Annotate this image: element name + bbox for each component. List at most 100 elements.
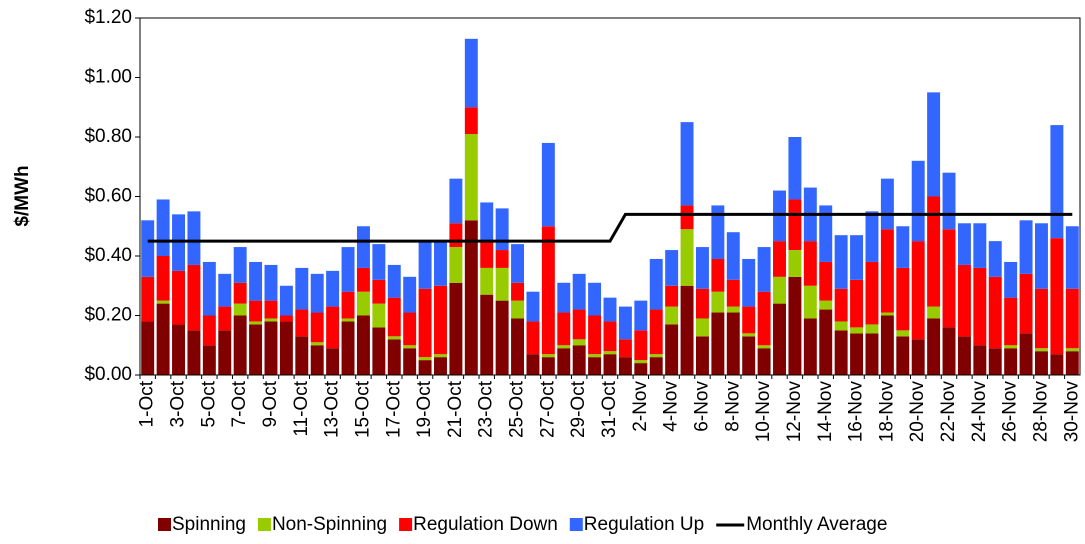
bar-segment	[464, 220, 478, 375]
x-tick-label: 12-Nov	[784, 381, 805, 443]
bar-segment	[233, 303, 247, 316]
bar-segment	[172, 270, 185, 325]
bar-segment	[1035, 351, 1048, 375]
bar-segment	[973, 267, 987, 346]
bar-segment	[557, 345, 571, 349]
bar-segment	[218, 273, 232, 307]
bar-segment	[279, 315, 293, 322]
bar-segment	[880, 315, 894, 375]
bar-segment	[326, 270, 340, 307]
x-tick-label: 7-Oct	[229, 380, 250, 427]
bar-segment	[156, 300, 170, 304]
bar-segment	[202, 261, 216, 316]
x-tick-label: 1-Oct	[137, 380, 158, 427]
bar-segment	[480, 294, 494, 375]
bar-segment	[927, 318, 941, 375]
bar-segment	[264, 321, 278, 375]
x-tick-label: 19-Oct	[414, 380, 435, 438]
bar-segment	[480, 241, 494, 268]
bar-segment	[911, 241, 925, 340]
legend-swatch	[257, 518, 271, 531]
bar-segment	[850, 333, 864, 375]
bar-segment	[403, 345, 417, 349]
bar-segment	[434, 357, 447, 375]
bar-segment	[372, 327, 386, 375]
y-tick-label: $0.20	[84, 305, 132, 326]
bar-segment	[141, 220, 155, 277]
x-tick-label: 31-Oct	[599, 380, 620, 438]
bar-segment	[495, 208, 509, 251]
bar-segment	[957, 264, 971, 337]
bar-segment	[649, 354, 663, 358]
bar-segment	[1050, 238, 1064, 355]
bar-segment	[711, 291, 725, 313]
x-tick-label: 2-Nov	[630, 381, 651, 432]
bar-segment	[449, 178, 463, 224]
bar-segment	[695, 288, 709, 319]
bar-segment	[156, 303, 170, 375]
bar-segment	[742, 258, 756, 307]
bar-segment	[680, 205, 694, 230]
x-tick-label: 6-Nov	[691, 381, 712, 432]
bar-segment	[341, 318, 355, 322]
bar-segment	[418, 357, 432, 361]
bar-segment	[1065, 351, 1079, 375]
bar-segment	[1065, 348, 1079, 352]
bar-segment	[557, 312, 571, 346]
bar-segment	[988, 241, 1002, 277]
x-tick-label: 13-Oct	[322, 380, 343, 438]
bar-segment	[264, 264, 278, 301]
x-tick-label: 27-Oct	[537, 380, 558, 438]
bar-segment	[264, 300, 278, 319]
bar-segment	[387, 336, 401, 340]
bar-segment	[1035, 223, 1048, 289]
bar-segment	[526, 291, 540, 322]
bar-segment	[1065, 288, 1079, 349]
bar-segment	[403, 348, 417, 375]
bar-segment	[495, 300, 509, 375]
x-tick-label: 20-Nov	[907, 381, 928, 443]
bar-segment	[511, 244, 525, 283]
bar-segment	[865, 211, 879, 262]
bar-segment	[526, 354, 540, 375]
bar-segment	[1004, 297, 1018, 346]
bar-segment	[711, 205, 725, 259]
bar-segment	[865, 333, 879, 375]
bar-segment	[880, 312, 894, 316]
bar-segment	[372, 303, 386, 328]
bar-segment	[665, 324, 679, 375]
bar-segment	[1050, 354, 1064, 375]
bar-segment	[880, 229, 894, 313]
x-tick-label: 16-Nov	[846, 381, 867, 443]
bar-segment	[541, 142, 555, 227]
bar-segment	[356, 267, 370, 292]
bar-segment	[618, 306, 632, 340]
bar-segment	[880, 178, 894, 230]
bar-segment	[588, 315, 602, 355]
y-tick-label: $0.00	[84, 364, 132, 385]
x-tick-label: 18-Nov	[876, 381, 897, 443]
legend-label: Monthly Average	[746, 514, 887, 535]
bar-segment	[649, 258, 663, 310]
x-tick-label: 15-Oct	[352, 380, 373, 438]
bar-segment	[249, 261, 263, 301]
y-tick-label: $0.60	[84, 186, 132, 207]
x-tick-label: 9-Oct	[260, 380, 281, 427]
bar-segment	[896, 267, 910, 331]
bar-segment	[249, 321, 263, 325]
bar-segment	[773, 303, 786, 375]
bar-segment	[665, 306, 679, 325]
x-tick-label: 28-Nov	[1030, 381, 1051, 443]
bar-segment	[757, 247, 771, 292]
y-tick-label: $1.20	[84, 7, 132, 28]
bar-segment	[356, 291, 370, 316]
bar-segment	[1050, 125, 1064, 239]
bar-segment	[927, 306, 941, 319]
bar-segment	[803, 241, 817, 286]
bar-segment	[511, 282, 525, 301]
bar-segment	[249, 300, 263, 322]
bar-segment	[773, 241, 786, 277]
bar-segment	[973, 223, 987, 268]
bar-segment	[680, 229, 694, 286]
x-tick-label: 5-Oct	[198, 380, 219, 427]
